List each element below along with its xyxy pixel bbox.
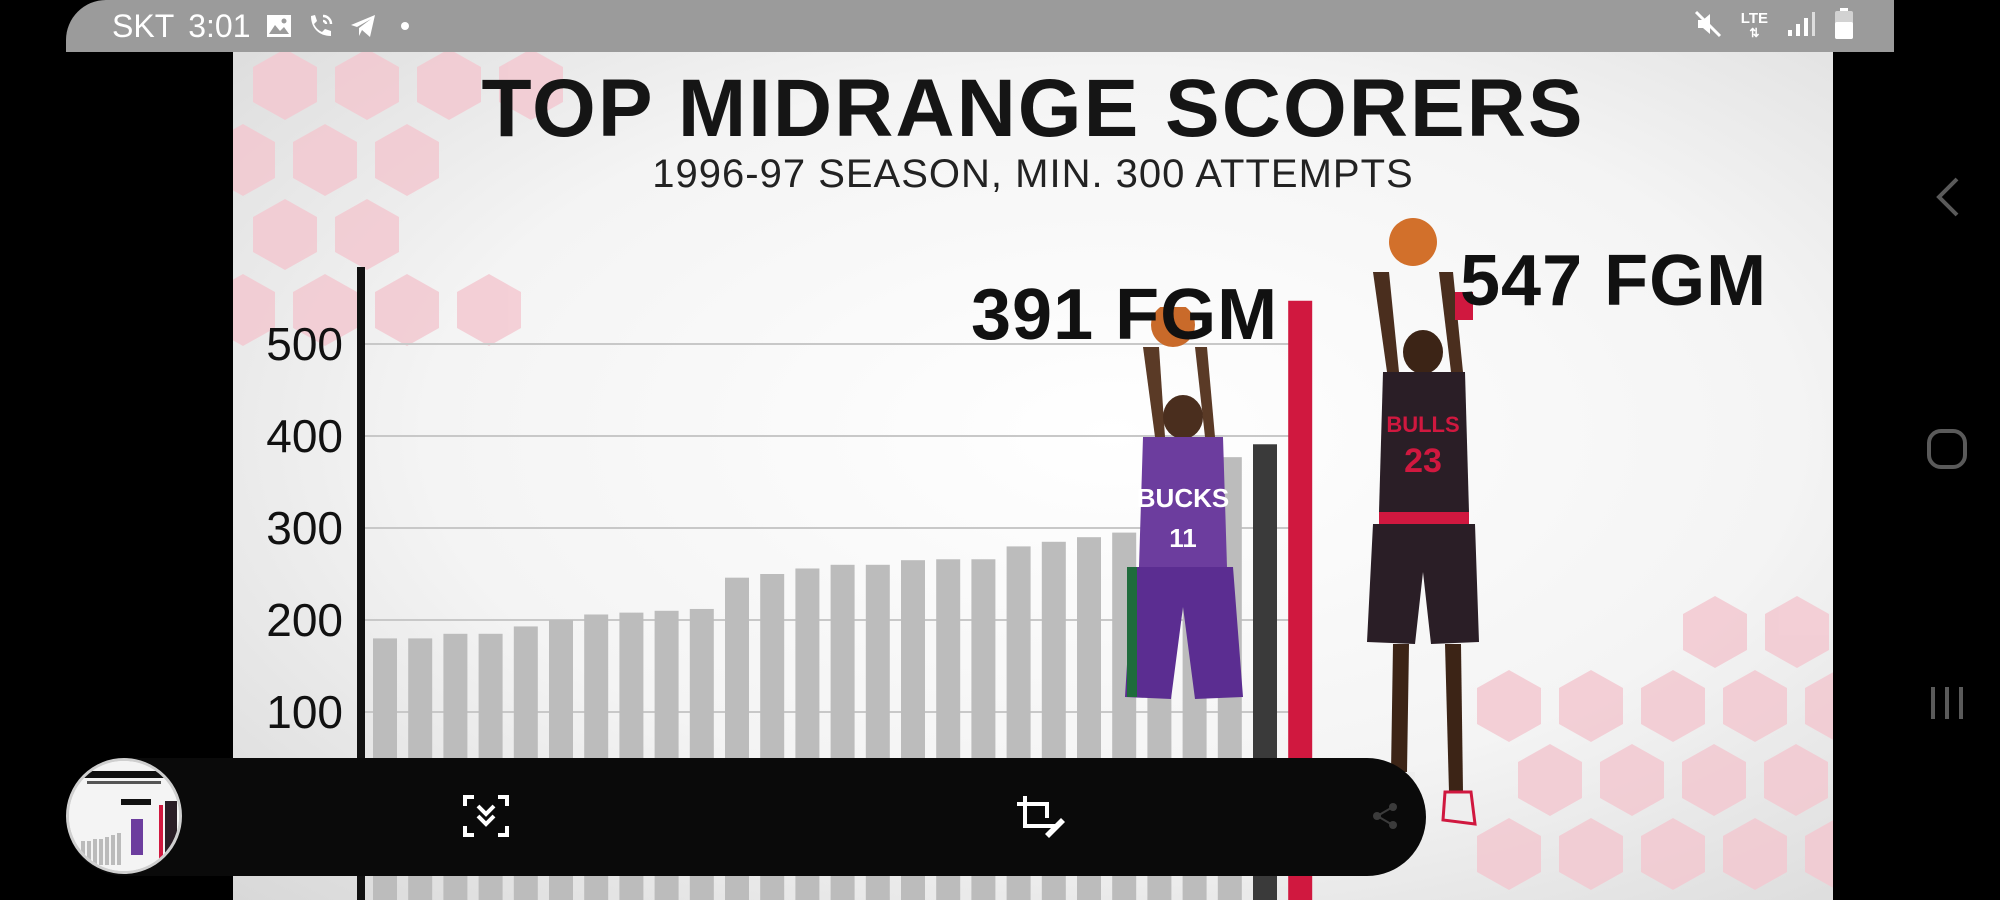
scroll-capture-button[interactable] (456, 788, 516, 848)
telegram-icon (349, 12, 377, 40)
svg-text:23: 23 (1404, 442, 1442, 480)
dot-icon (391, 12, 419, 40)
y-tick-label: 500 (266, 318, 343, 370)
y-tick-label: 400 (266, 410, 343, 462)
mute-icon (1693, 9, 1723, 44)
callout-547-fgm: 547 FGM (1460, 241, 1768, 321)
signal-icon (1786, 10, 1816, 43)
back-icon (1933, 175, 1961, 224)
video-subtitle: 1996-97 SEASON, MIN. 300 ATTEMPTS (652, 152, 1414, 196)
battery-icon (1834, 7, 1854, 45)
clock: 3:01 (188, 7, 251, 44)
share-button[interactable] (1356, 788, 1416, 848)
wifi-call-icon (307, 12, 335, 40)
network-label: LTE (1740, 10, 1768, 27)
hexagon-pattern (233, 52, 1833, 890)
player-bucks-11: BUCKS 11 (1125, 307, 1243, 699)
callout-391-fgm: 391 FGM (971, 275, 1279, 355)
lte-icon: LTE ⇅ (1740, 10, 1768, 40)
share-icon (1371, 801, 1401, 836)
recents-button[interactable] (1924, 682, 1970, 728)
status-left: SKT 3:01 (112, 0, 419, 52)
player-bulls-23: BULLS 23 (1367, 218, 1479, 826)
video-title: TOP MIDRANGE SCORERS (481, 63, 1585, 154)
image-icon (265, 12, 293, 40)
navigation-bar (1894, 0, 2000, 900)
screenshot-thumbnail[interactable] (66, 758, 182, 874)
status-bar: SKT 3:01 LTE ⇅ (66, 0, 1894, 52)
svg-text:BUCKS: BUCKS (1137, 483, 1229, 513)
svg-text:BULLS: BULLS (1386, 412, 1459, 437)
screenshot-toolbar (66, 758, 1426, 876)
status-right: LTE ⇅ (1693, 0, 1854, 52)
home-button[interactable] (1924, 428, 1970, 474)
y-tick-label: 200 (266, 594, 343, 646)
y-tick-label: 100 (266, 686, 343, 738)
y-tick-label: 300 (266, 502, 343, 554)
back-button[interactable] (1924, 176, 1970, 222)
svg-text:11: 11 (1169, 523, 1197, 553)
recents-icon (1927, 683, 1967, 728)
crop-edit-button[interactable] (1010, 788, 1070, 848)
crop-edit-icon (1015, 794, 1065, 843)
scroll-capture-icon (462, 794, 510, 843)
carrier-label: SKT (112, 7, 175, 44)
home-icon (1926, 428, 1968, 475)
